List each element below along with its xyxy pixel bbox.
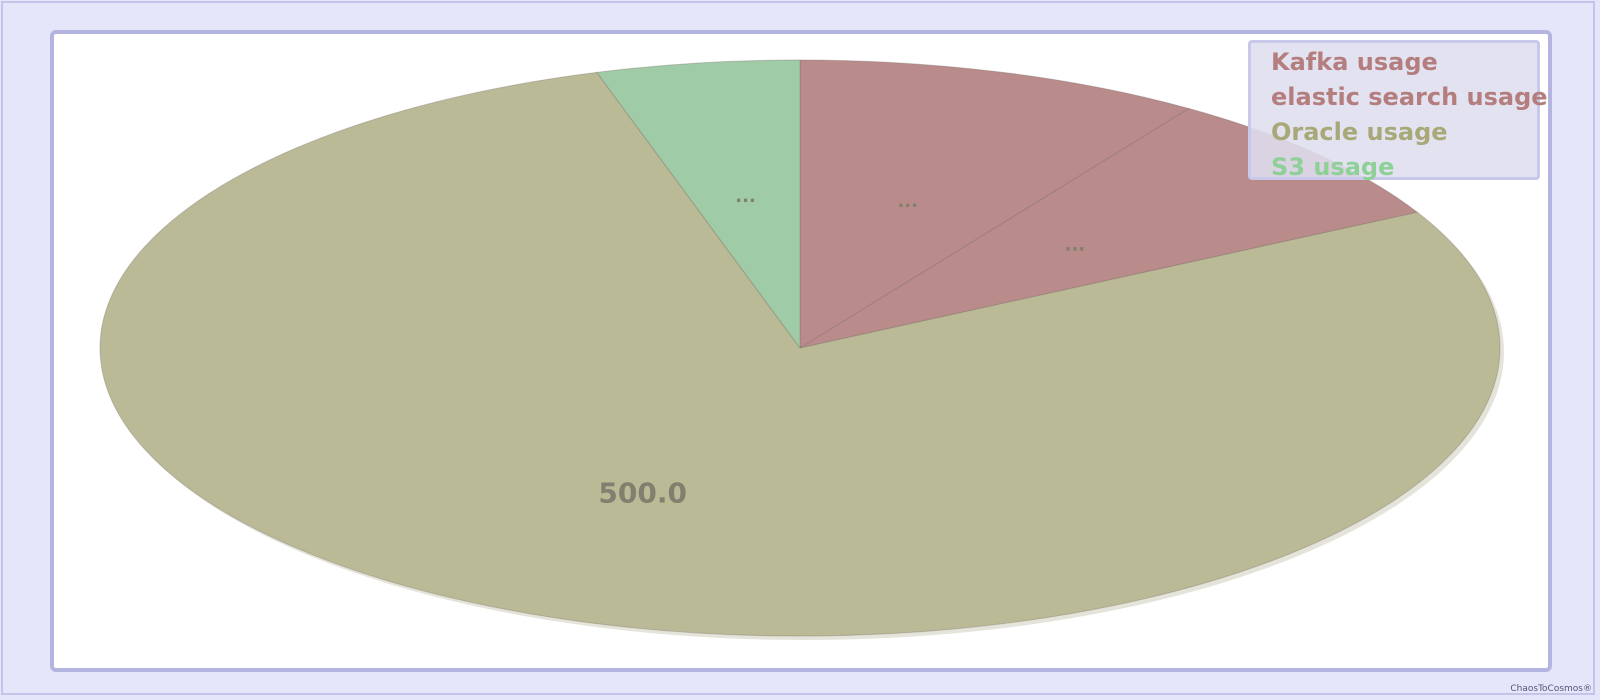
pie-slice-s3-usage [595, 59, 801, 350]
legend-item-s3-usage: S3 usage [1271, 153, 1395, 181]
watermark: ChaosToCosmos® [1510, 684, 1592, 694]
legend-item-oracle-usage: Oracle usage [1271, 118, 1448, 146]
slice-label-kafka-usage: ... [897, 191, 918, 212]
legend: Kafka usage elastic search usage Oracle us… [1248, 40, 1548, 181]
pie-slice-oracle-usage [99, 71, 1501, 637]
slice-label-oracle-usage: 500.0 [598, 476, 687, 509]
slice-label-elastic-search-usage: ... [1065, 234, 1086, 255]
pie-slice-kafka-usage [799, 59, 1191, 349]
legend-item-kafka-usage: Kafka usage [1271, 48, 1438, 76]
legend-item-elastic-search-usage: elastic search usage [1271, 83, 1548, 111]
slice-label-s3-usage: ... [735, 186, 756, 207]
